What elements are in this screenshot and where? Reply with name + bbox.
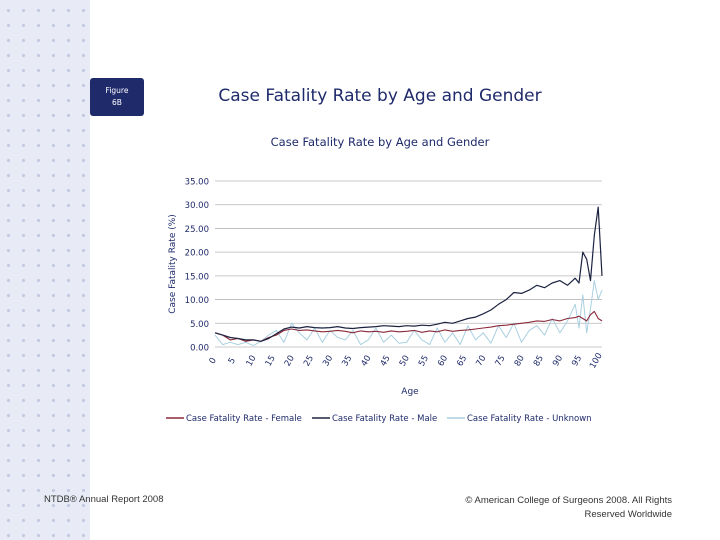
x-tick-label: 45	[379, 354, 393, 368]
x-axis-label: Age	[401, 387, 419, 397]
chart-title: Case Fatality Rate by Age and Gender	[271, 135, 490, 149]
x-tick-label: 10	[245, 354, 259, 368]
x-tick-label: 20	[283, 354, 297, 368]
figure-badge-label: Figure	[105, 86, 129, 95]
y-axis-label: Case Fatality Rate (%)	[168, 214, 178, 314]
x-tick-label: 80	[513, 354, 527, 368]
x-tick-label: 75	[494, 354, 508, 368]
x-tick-label: 0	[208, 356, 219, 366]
series-line-female	[214, 310, 603, 342]
x-tick-label: 65	[455, 354, 469, 368]
legend-label-female: Case Fatality Rate - Female	[186, 414, 302, 424]
legend-label-male: Case Fatality Rate - Male	[332, 414, 437, 424]
figure-badge-number: 6B	[112, 98, 122, 107]
y-tick-label: 5.00	[190, 320, 209, 330]
slide-title: Case Fatality Rate by Age and Gender	[218, 86, 542, 106]
x-tick-label: 40	[359, 354, 373, 368]
footer-copyright: © American College of Surgeons 2008. All…	[465, 495, 672, 520]
x-tick-label: 70	[474, 354, 488, 368]
x-tick-label: 55	[417, 354, 431, 368]
x-tick-label: 25	[302, 354, 316, 368]
series-line-male	[214, 206, 603, 342]
x-tick-label: 60	[436, 354, 450, 368]
series-line-unknown	[214, 280, 603, 347]
y-tick-label: 20.00	[185, 249, 209, 259]
legend-label-unknown: Case Fatality Rate - Unknown	[467, 414, 592, 424]
footer-report-name: NTDB® Annual Report 2008	[44, 494, 164, 505]
x-tick-label: 50	[398, 354, 412, 368]
x-tick-label: 90	[551, 354, 565, 368]
y-tick-label: 10.00	[185, 296, 209, 306]
x-tick-label: 35	[340, 354, 354, 368]
x-tick-label: 30	[321, 354, 335, 368]
decorative-sidebar	[0, 0, 90, 540]
y-tick-label: 35.00	[185, 178, 209, 188]
y-tick-label: 0.00	[190, 344, 209, 354]
x-tick-label: 5	[227, 356, 238, 366]
y-tick-label: 30.00	[185, 201, 209, 211]
x-tick-label: 85	[532, 354, 546, 368]
x-tick-label: 15	[264, 354, 278, 368]
x-tick-label: 100	[588, 351, 605, 370]
y-tick-label: 25.00	[185, 225, 209, 235]
x-tick-label: 95	[570, 354, 584, 368]
figure-badge: Figure 6B	[90, 78, 144, 116]
y-tick-label: 15.00	[185, 272, 209, 282]
